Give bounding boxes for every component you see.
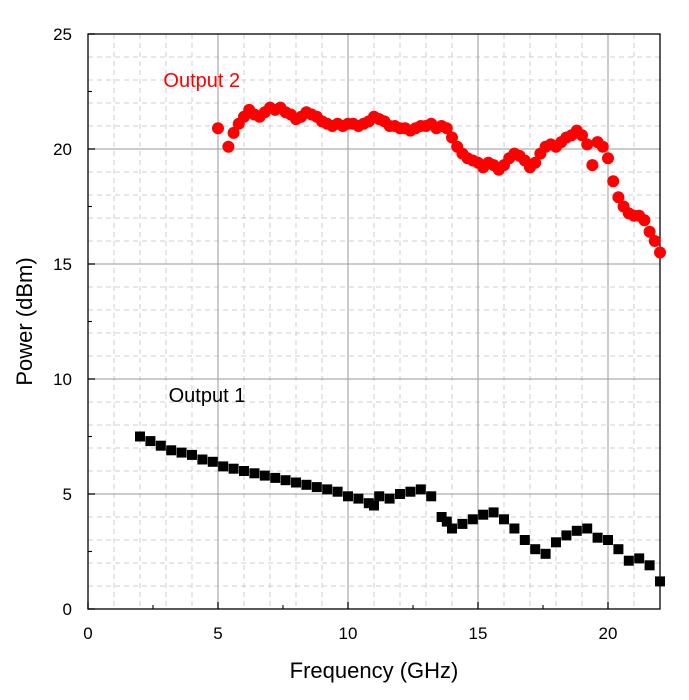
data-point-circle <box>227 126 240 139</box>
data-point-square <box>218 461 229 472</box>
major-grid <box>88 34 660 609</box>
data-point-square <box>363 498 374 509</box>
data-point-square <box>353 493 364 504</box>
y-tick-labels: 0 5 10 15 20 25 <box>53 25 72 619</box>
data-point-square <box>405 486 416 497</box>
data-point-square <box>436 512 447 522</box>
data-point-square <box>332 486 343 497</box>
axis-ticks <box>87 33 609 610</box>
x-tick-label: 10 <box>339 624 358 643</box>
data-point-square <box>311 482 322 493</box>
x-tick-label: 20 <box>599 624 618 643</box>
data-point-square <box>187 449 197 460</box>
data-point-square <box>467 514 478 525</box>
data-point-square <box>561 530 572 541</box>
data-point-circle <box>602 152 614 165</box>
data-point-circle <box>638 214 651 227</box>
data-point-circle <box>596 140 609 153</box>
data-point-square <box>582 523 593 534</box>
data-point-square <box>176 447 187 458</box>
x-tick-label: 5 <box>213 624 222 643</box>
series-label-output-1: Output 1 <box>169 385 246 407</box>
data-point-circle <box>581 138 594 151</box>
data-point-circle <box>643 225 656 238</box>
data-point-circle <box>648 235 661 247</box>
data-point-square <box>478 509 489 520</box>
x-tick-label: 15 <box>469 624 488 643</box>
series-label-output-2: Output 2 <box>163 70 240 92</box>
data-point-square <box>644 560 655 571</box>
y-axis-title: Power (dBm) <box>12 257 37 385</box>
data-point-square <box>249 468 260 479</box>
data-point-circle <box>607 175 620 188</box>
data-point-square <box>426 491 437 502</box>
data-point-square <box>457 518 468 529</box>
data-point-circle <box>654 246 666 259</box>
data-point-square <box>395 489 405 499</box>
data-point-square <box>270 472 281 483</box>
data-point-square <box>530 544 541 555</box>
data-point-square <box>499 514 509 525</box>
data-point-circle <box>529 156 542 169</box>
data-point-square <box>155 440 166 451</box>
y-tick-label: 25 <box>53 25 72 44</box>
x-axis-title: Frequency (GHz) <box>290 658 459 683</box>
data-point-square <box>197 454 208 465</box>
data-point-circle <box>612 191 625 204</box>
data-point-square <box>228 463 239 474</box>
data-point-square <box>571 525 582 536</box>
data-point-square <box>207 456 218 467</box>
data-point-circle <box>446 131 458 144</box>
x-tick-labels: 0 5 10 15 20 <box>83 624 617 643</box>
data-point-circle <box>222 140 235 153</box>
y-tick-label: 5 <box>63 485 72 504</box>
data-point-square <box>592 532 603 543</box>
data-point-square <box>519 535 530 545</box>
data-point-square <box>551 537 561 548</box>
minor-grid <box>88 34 660 609</box>
y-tick-label: 0 <box>63 600 72 619</box>
y-tick-label: 20 <box>53 140 72 159</box>
y-tick-label: 15 <box>53 255 72 274</box>
data-point-circle <box>212 122 224 135</box>
data-point-square <box>239 466 249 476</box>
data-point-square <box>634 553 645 564</box>
data-point-square <box>135 431 145 442</box>
data-point-square <box>145 436 156 447</box>
data-point-square <box>509 523 520 534</box>
data-point-square <box>280 475 291 486</box>
x-tick-label: 0 <box>83 624 92 643</box>
data-point-circle <box>440 122 453 135</box>
series-2 <box>212 101 666 259</box>
data-point-square <box>540 548 551 559</box>
series-1 <box>135 431 665 587</box>
data-point-square <box>384 493 395 504</box>
data-point-square <box>301 479 312 490</box>
data-point-square <box>291 477 301 488</box>
data-point-square <box>259 470 270 481</box>
data-point-square <box>603 535 613 545</box>
data-point-square <box>374 491 385 502</box>
data-point-square <box>441 516 452 527</box>
data-point-square <box>447 523 457 534</box>
data-point-square <box>415 484 426 495</box>
data-point-square <box>655 576 665 587</box>
data-point-square <box>613 544 624 555</box>
y-tick-label: 10 <box>53 370 72 389</box>
data-point-circle <box>576 129 588 142</box>
data-point-circle <box>586 159 599 172</box>
data-point-square <box>322 484 333 495</box>
data-point-square <box>488 507 499 518</box>
data-point-square <box>369 500 379 511</box>
data-point-square <box>343 491 353 502</box>
data-point-square <box>166 445 177 456</box>
series-layer <box>135 101 666 587</box>
data-point-square <box>623 555 634 566</box>
